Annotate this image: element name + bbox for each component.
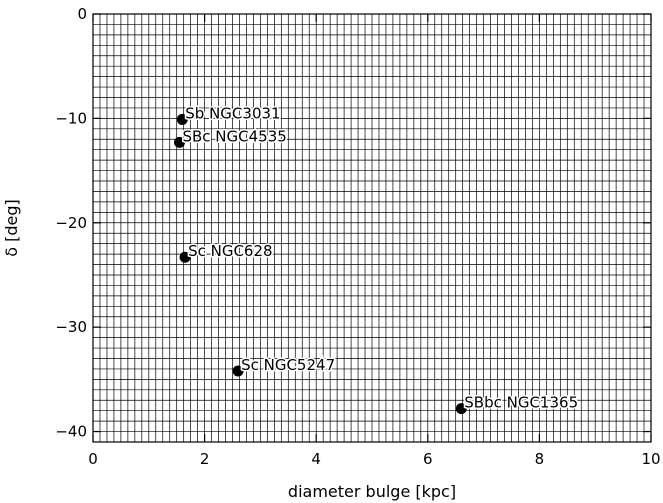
y-tick-label: 0	[77, 5, 87, 23]
data-point: SBbc NGC1365	[455, 392, 580, 415]
axis-tick-labels: 0 2 4 6 8 10 0 −10 −20 −30 −40	[55, 5, 660, 468]
x-tick-label: 6	[423, 450, 433, 468]
x-tick-label: 4	[311, 450, 321, 468]
data-point: Sc NGC5247	[232, 355, 337, 377]
data-point: Sb NGC3031	[176, 103, 282, 125]
x-tick-label: 2	[200, 450, 210, 468]
x-tick-label: 10	[641, 450, 660, 468]
point-label: SBc NGC4535	[182, 127, 286, 145]
point-marker	[179, 251, 191, 263]
point-marker	[455, 403, 467, 415]
point-label: Sc NGC628	[188, 242, 273, 260]
data-point: SBc NGC4535	[173, 126, 288, 148]
y-axis-label: δ [deg]	[2, 199, 21, 257]
chart-grid	[93, 14, 651, 442]
point-label: Sc NGC5247	[241, 356, 335, 374]
x-axis-label: diameter bulge [kpc]	[288, 482, 456, 501]
point-marker	[176, 113, 188, 125]
data-point: Sc NGC628	[179, 241, 274, 263]
point-marker	[173, 136, 185, 148]
point-marker	[232, 365, 244, 377]
y-tick-label: −20	[55, 214, 87, 232]
axis-ticks	[92, 13, 652, 442]
y-tick-label: −40	[55, 423, 87, 441]
data-points: Sb NGC3031 SBc NGC4535 Sc NGC628 Sc NGC5247…	[173, 103, 580, 415]
x-tick-label: 8	[535, 450, 545, 468]
x-tick-label: 0	[88, 450, 98, 468]
point-label: Sb NGC3031	[185, 104, 280, 122]
y-tick-label: −10	[55, 109, 87, 127]
y-tick-label: −30	[55, 318, 87, 336]
plot-frame	[92, 13, 652, 443]
point-label: SBbc NGC1365	[464, 394, 578, 412]
